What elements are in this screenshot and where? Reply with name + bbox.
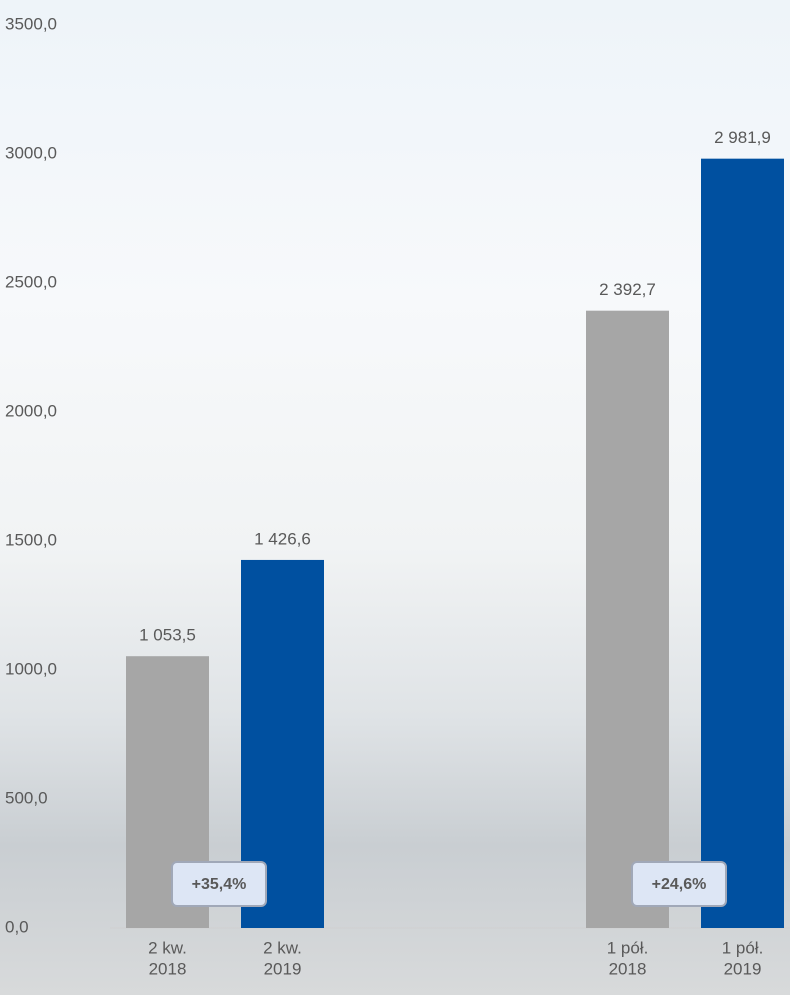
value-label: 1 426,6 bbox=[254, 529, 311, 548]
y-tick-label: 2500,0 bbox=[5, 272, 57, 291]
x-tick-label: 1 pół. bbox=[607, 938, 649, 957]
y-tick-label: 0,0 bbox=[5, 917, 29, 936]
annotation: +24,6% bbox=[652, 876, 707, 893]
x-tick-label: 2 kw. bbox=[263, 938, 302, 957]
y-tick-label: 2000,0 bbox=[5, 401, 57, 420]
annotation: +35,4% bbox=[192, 876, 247, 893]
bar bbox=[586, 310, 669, 928]
annotation-box bbox=[631, 861, 727, 907]
x-tick-label: 2 kw. bbox=[148, 938, 187, 957]
annotation-box bbox=[171, 861, 267, 907]
x-tick-label: 2019 bbox=[264, 959, 302, 978]
y-tick-label: 1000,0 bbox=[5, 659, 57, 678]
value-label: 2 981,9 bbox=[714, 128, 771, 147]
value-label: 1 053,5 bbox=[139, 626, 196, 645]
x-tick-label: 2018 bbox=[149, 959, 187, 978]
y-tick-label: 3000,0 bbox=[5, 143, 57, 162]
x-tick-label: 1 pół. bbox=[722, 938, 764, 957]
y-tick-label: 500,0 bbox=[5, 788, 48, 807]
y-tick-label: 1500,0 bbox=[5, 530, 57, 549]
bar bbox=[701, 158, 784, 928]
x-tick-label: 2019 bbox=[724, 959, 762, 978]
y-tick-label: 3500,0 bbox=[5, 14, 57, 33]
value-label: 2 392,7 bbox=[599, 280, 656, 299]
x-tick-label: 2018 bbox=[609, 959, 647, 978]
